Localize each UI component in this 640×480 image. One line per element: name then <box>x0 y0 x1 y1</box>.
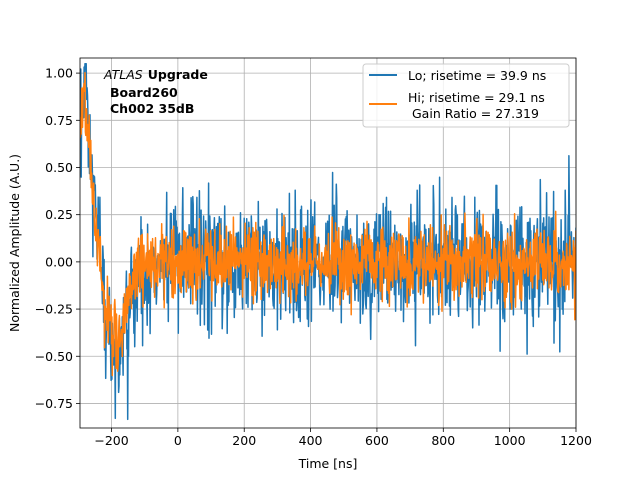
series-layer <box>80 62 576 421</box>
series-line-hi <box>80 72 576 377</box>
legend: Lo; risetime = 39.9 ns Hi; risetime = 29… <box>362 63 570 128</box>
y-tick-label: 0.75 <box>45 113 73 128</box>
axis-ticks: −200 0 200 400 600 800 1000 1200 −0.75 −0.50 −0.25… <box>35 66 592 448</box>
x-tick-label: 600 <box>365 433 389 448</box>
x-axis-label: Time [ns] <box>298 456 358 471</box>
y-tick-label: −0.50 <box>35 349 73 364</box>
x-tick-label: 400 <box>299 433 323 448</box>
x-tick-label: 1000 <box>494 433 526 448</box>
x-tick-label: 800 <box>431 433 455 448</box>
plot-frame <box>79 57 577 429</box>
y-tick-label: 0.25 <box>45 207 73 222</box>
y-tick-label: −0.75 <box>35 396 73 411</box>
atlas-annotation: ATLAS Upgrade Board260 Ch002 35dB <box>103 67 208 116</box>
y-tick-label: 0.00 <box>45 254 73 269</box>
legend-label-lo: Lo; risetime = 39.9 ns <box>408 68 546 83</box>
x-tick-label: 200 <box>232 433 256 448</box>
legend-box <box>362 63 570 128</box>
annotation-line1: ATLAS Upgrade <box>103 67 208 82</box>
x-tick-label: −200 <box>94 433 128 448</box>
legend-label-hi: Hi; risetime = 29.1 ns <box>408 90 545 105</box>
y-tick-label: 0.50 <box>45 160 73 175</box>
annotation-channel: Ch002 35dB <box>110 101 194 116</box>
x-tick-label: 1200 <box>560 433 592 448</box>
x-tick-label: 0 <box>174 433 182 448</box>
annotation-upgrade: Upgrade <box>148 67 208 82</box>
annotation-board: Board260 <box>110 85 178 100</box>
y-tick-label: 1.00 <box>45 66 73 81</box>
annotation-atlas: ATLAS <box>103 67 143 82</box>
legend-label-gain-ratio: Gain Ratio = 27.319 <box>412 106 539 121</box>
y-axis-label: Normalized Amplitude (A.U.) <box>7 154 22 332</box>
y-tick-label: −0.25 <box>35 302 73 317</box>
